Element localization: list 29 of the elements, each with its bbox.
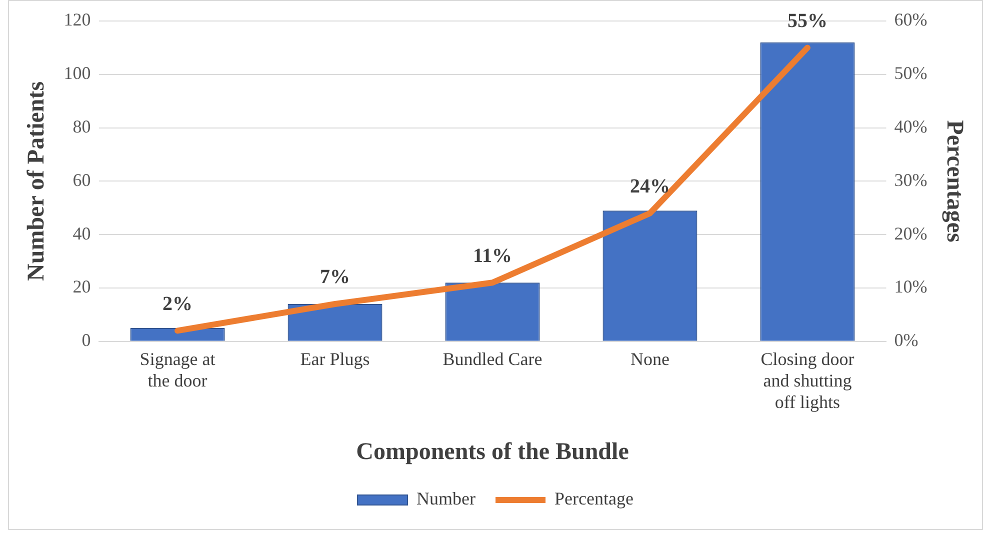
- data-label: 24%: [630, 175, 670, 198]
- x-tick-label: Closing door and shutting off lights: [760, 348, 854, 412]
- y2-tick-label: 60%: [894, 10, 928, 30]
- data-label: 2%: [162, 292, 193, 315]
- x-tick-label: Bundled Care: [442, 348, 542, 369]
- y2-axis-title: Percentages: [941, 120, 968, 242]
- x-tick-label: Ear Plugs: [300, 348, 370, 369]
- y2-tick-label: 10%: [894, 276, 928, 297]
- legend-label: Percentage: [554, 488, 634, 509]
- y-tick-label: 80: [72, 116, 91, 137]
- y2-tick-label: 40%: [894, 116, 928, 137]
- y-axis-title: Number of Patients: [24, 81, 50, 281]
- y-tick-label: 100: [64, 63, 91, 84]
- y2-tick-label: 30%: [894, 170, 928, 190]
- y-tick-label: 0: [82, 330, 91, 350]
- y2-tick-label: 20%: [894, 223, 928, 244]
- y2-tick-label: 50%: [894, 63, 928, 84]
- data-label: 7%: [320, 266, 350, 288]
- data-label: 11%: [473, 244, 512, 267]
- y-tick-label: 20: [72, 276, 91, 297]
- x-tick-label: None: [630, 348, 670, 369]
- y2-tick-label: 0%: [894, 330, 918, 350]
- legend-label: Number: [416, 488, 476, 509]
- y-tick-label: 60: [72, 170, 91, 190]
- y-tick-label: 40: [72, 223, 91, 244]
- x-axis-title: Components of the Bundle: [356, 438, 630, 465]
- data-label: 55%: [787, 10, 828, 32]
- y-tick-label: 120: [64, 10, 91, 30]
- x-tick-label: Signage at the door: [140, 348, 216, 391]
